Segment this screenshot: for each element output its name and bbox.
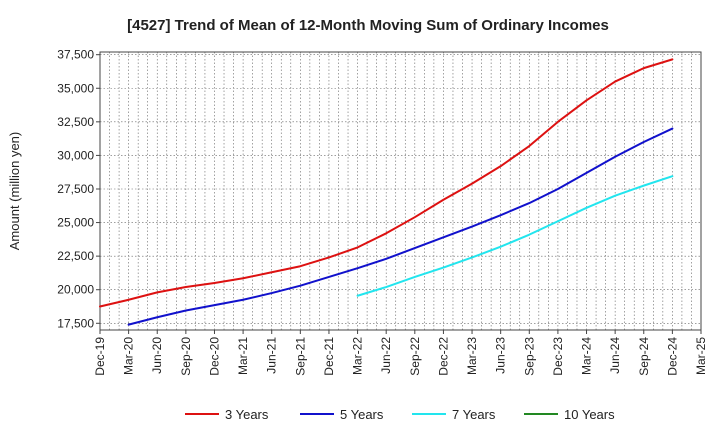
y-axis-label: Amount (million yen)	[7, 132, 22, 251]
x-tick-label: Mar-20	[122, 337, 136, 375]
x-tick-label: Jun-20	[150, 337, 164, 374]
y-tick-label: 22,500	[57, 249, 94, 263]
plot-frame	[99, 51, 702, 331]
series-line-5-years	[127, 127, 674, 326]
y-tick-label: 27,500	[57, 182, 94, 196]
plot-background	[100, 52, 701, 330]
x-tick-label: Sep-22	[408, 337, 422, 376]
x-tick-label: Dec-20	[207, 337, 221, 376]
series-line-7-years	[356, 175, 674, 297]
x-tick-label: Jun-24	[608, 337, 622, 374]
x-tick-label: Mar-23	[465, 337, 479, 375]
y-tick-label: 25,000	[57, 216, 94, 230]
x-tick-label: Dec-22	[436, 337, 450, 376]
x-tick-label: Jun-22	[379, 337, 393, 374]
y-tick-label: 37,500	[57, 48, 94, 62]
x-tick-label: Dec-21	[322, 337, 336, 376]
legend-label-7-years: 7 Years	[452, 407, 496, 422]
x-tick-label: Sep-21	[293, 337, 307, 376]
y-tick-label: 30,000	[57, 148, 94, 162]
plot-area: 17,500 20,000 22,500 25,000 27,500 30,000 32,5…	[57, 48, 708, 376]
y-tick-label: 17,500	[57, 316, 94, 330]
series-line-3-years	[99, 58, 674, 308]
x-tick-label: Dec-19	[93, 337, 107, 376]
x-tick-label: Dec-24	[665, 337, 679, 376]
x-tick-label: Sep-20	[179, 337, 193, 376]
x-tick-label: Jun-21	[265, 337, 279, 374]
legend-label-3-years: 3 Years	[225, 407, 269, 422]
x-tick-label: Sep-24	[637, 337, 651, 376]
x-tick-label: Jun-23	[494, 337, 508, 374]
x-tick-label: Sep-23	[522, 337, 536, 376]
x-tick-label: Dec-23	[551, 337, 565, 376]
legend: 3 Years 5 Years 7 Years 10 Years	[185, 407, 615, 422]
x-tick-label: Mar-24	[580, 337, 594, 375]
y-tick-label: 35,000	[57, 81, 94, 95]
chart-title: [4527] Trend of Mean of 12-Month Moving …	[127, 17, 609, 34]
legend-label-10-years: 10 Years	[564, 407, 615, 422]
legend-label-5-years: 5 Years	[340, 407, 384, 422]
x-tick-label: Mar-25	[694, 337, 708, 375]
x-tick-label: Mar-22	[351, 337, 365, 375]
y-tick-label: 20,000	[57, 283, 94, 297]
y-tick-label: 32,500	[57, 115, 94, 129]
x-tick-label: Mar-21	[236, 337, 250, 375]
